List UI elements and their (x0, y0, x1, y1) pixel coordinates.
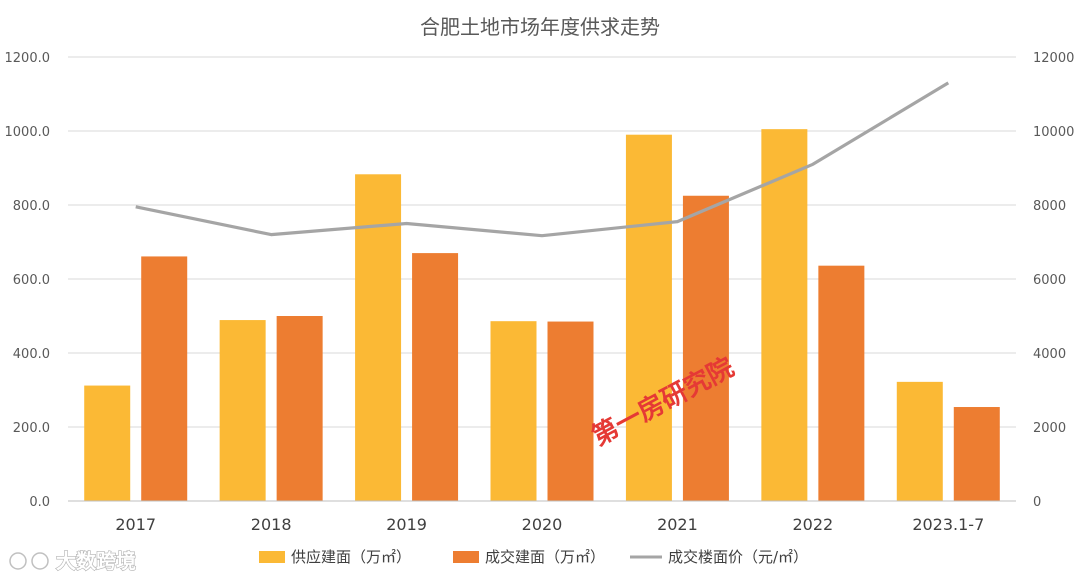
bar-supply (761, 129, 808, 501)
chart-title: 合肥土地市场年度供求走势 (420, 15, 660, 39)
bar-deal (141, 256, 188, 501)
bar-deal (547, 321, 594, 501)
legend: 供应建面（万㎡） 成交建面（万㎡） 成交楼面价（元/㎡） (259, 548, 808, 566)
left-tick-label: 600.0 (13, 273, 50, 288)
bar-deal (818, 265, 865, 501)
right-axis-ticks: 0 2000 4000 6000 8000 10000 12000 (1033, 51, 1074, 510)
x-tick-label: 2019 (386, 515, 427, 534)
right-tick-label: 4000 (1033, 347, 1066, 362)
x-tick-label: 2018 (251, 515, 292, 534)
bar-supply (625, 134, 672, 501)
legend-label-price: 成交楼面价（元/㎡） (668, 548, 808, 566)
x-tick-label: 2022 (792, 515, 833, 534)
bar-supply (490, 321, 537, 501)
bars (84, 129, 1000, 502)
bar-supply (355, 174, 402, 502)
x-tick-label: 2023.1-7 (912, 515, 984, 534)
brand-text: 大数跨境 (56, 549, 136, 573)
bar-deal (412, 253, 459, 501)
x-tick-label: 2021 (657, 515, 698, 534)
bar-deal (953, 407, 1000, 501)
bar-supply (896, 381, 943, 501)
price-line (135, 81, 950, 238)
bar-supply (219, 320, 266, 501)
x-axis-ticks: 2017 2018 2019 2020 2021 2022 2023.1-7 (68, 500, 1016, 534)
right-tick-label: 8000 (1033, 199, 1066, 214)
left-tick-label: 400.0 (13, 347, 50, 362)
bar-supply (84, 385, 131, 501)
left-tick-label: 1200.0 (5, 51, 51, 66)
right-tick-label: 12000 (1033, 51, 1074, 66)
brand-icon (9, 552, 49, 570)
legend-label-deal: 成交建面（万㎡） (485, 548, 605, 566)
gridlines (68, 56, 1016, 502)
left-axis-ticks: 0.0 200.0 400.0 600.0 800.0 1000.0 1200.0 (5, 51, 51, 510)
left-tick-label: 0.0 (29, 495, 50, 510)
brand-logo: 大数跨境 (9, 548, 137, 574)
right-tick-label: 2000 (1033, 421, 1066, 436)
legend-swatch-deal (453, 551, 479, 563)
left-tick-label: 200.0 (13, 421, 50, 436)
left-tick-label: 800.0 (13, 199, 50, 214)
x-tick-label: 2017 (115, 515, 156, 534)
price-line-path (135, 81, 950, 238)
left-tick-label: 1000.0 (5, 125, 51, 140)
x-tick-label: 2020 (522, 515, 563, 534)
bar-deal (682, 195, 729, 501)
bar-deal (276, 316, 323, 501)
legend-swatch-supply (259, 551, 285, 563)
legend-label-supply: 供应建面（万㎡） (291, 548, 411, 566)
right-tick-label: 6000 (1033, 273, 1066, 288)
right-tick-label: 0 (1033, 495, 1041, 510)
right-tick-label: 10000 (1033, 125, 1074, 140)
